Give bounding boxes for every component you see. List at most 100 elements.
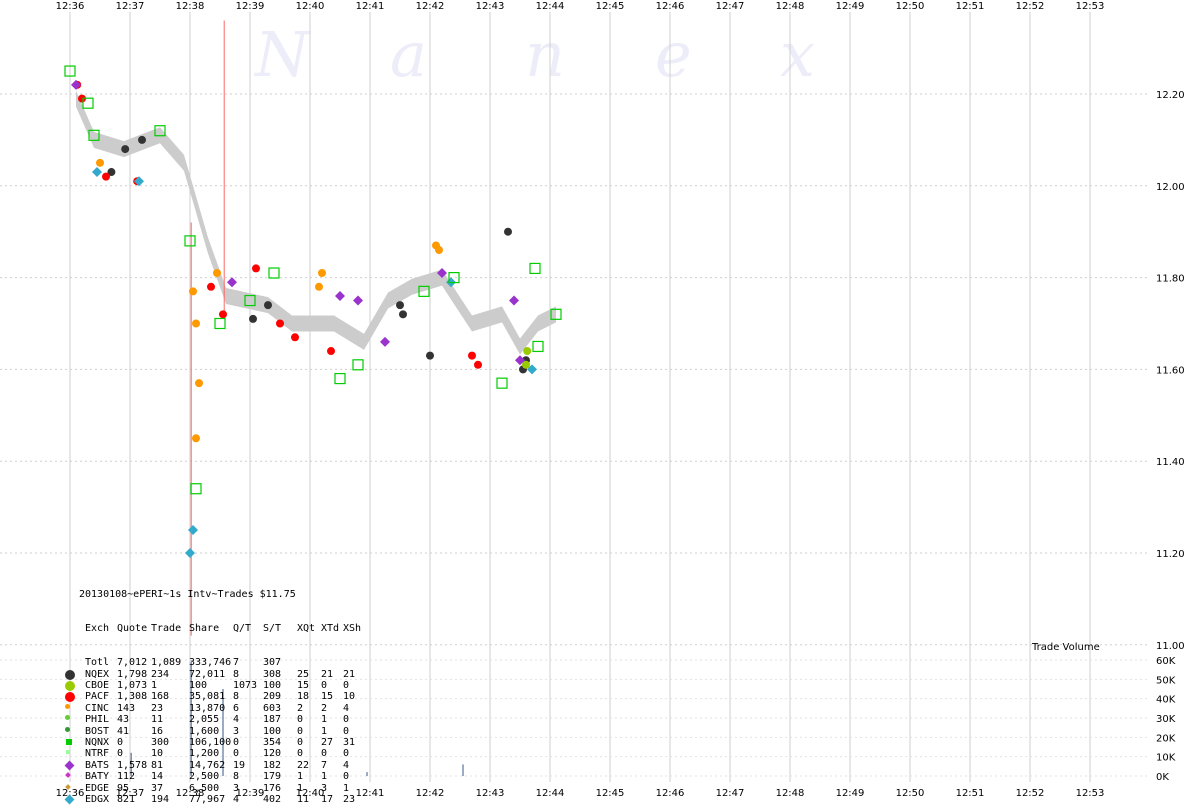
trade-marker-pacf bbox=[252, 264, 260, 273]
x-tick-label-bottom: 12:50 bbox=[896, 788, 925, 799]
stats-cell-xqt: 25 bbox=[297, 668, 310, 680]
stats-cell-trade: 300 bbox=[151, 736, 170, 748]
y-tick-label: 12.20 bbox=[1156, 90, 1185, 101]
stats-cell-qt: 3 bbox=[233, 782, 240, 794]
x-tick-label-bottom: 12:46 bbox=[656, 788, 685, 799]
x-tick-label-top: 12:40 bbox=[296, 1, 325, 12]
stats-cell-quote: 1,308 bbox=[117, 691, 148, 703]
watermark-letter: e bbox=[655, 18, 692, 91]
watermark-letter: N bbox=[255, 18, 310, 91]
stats-cell-quote: 0 bbox=[117, 736, 124, 748]
stats-cell-quote: 143 bbox=[117, 702, 136, 714]
stats-cell-qt: 0 bbox=[233, 748, 240, 760]
stats-cell-xsh: 1 bbox=[343, 782, 350, 794]
trade-marker-pacf bbox=[78, 94, 86, 103]
trade-marker-nqex bbox=[396, 301, 404, 310]
stats-cell-xtd: 15 bbox=[321, 691, 334, 703]
stats-cell-xqt: 11 bbox=[297, 793, 310, 805]
stats-cell-trade: 37 bbox=[151, 782, 164, 794]
y-tick-label: 11.80 bbox=[1156, 274, 1185, 285]
x-tick-label-top: 12:39 bbox=[236, 1, 265, 12]
stats-cell-trade: 23 bbox=[151, 702, 164, 714]
volume-tick-label: 40K bbox=[1156, 695, 1176, 706]
trade-marker-pacf bbox=[474, 360, 482, 369]
volume-tick-label: 20K bbox=[1156, 733, 1176, 744]
trade-marker-nqex bbox=[426, 351, 434, 360]
stats-cell-xsh: 0 bbox=[343, 725, 350, 737]
stats-cell-xqt: 18 bbox=[297, 691, 310, 703]
stats-cell-exch: EDGE bbox=[85, 782, 110, 794]
trade-marker-nqnx bbox=[334, 372, 346, 385]
stats-cell-quote: 41 bbox=[117, 725, 130, 737]
stats-cell-qt: 8 bbox=[233, 691, 240, 703]
y-tick-label: 11.00 bbox=[1156, 641, 1185, 652]
x-tick-label-bottom: 12:51 bbox=[956, 788, 985, 799]
stats-cell-xqt: 0 bbox=[297, 725, 304, 737]
trade-marker-nqnx bbox=[154, 125, 166, 137]
trade-marker-pacf bbox=[327, 347, 335, 356]
y-tick-label: 12.00 bbox=[1156, 182, 1185, 193]
trade-marker-edgx bbox=[188, 525, 198, 536]
trade-marker-bats bbox=[353, 295, 363, 306]
stats-cell-quote: 43 bbox=[117, 714, 130, 726]
stats-cell-share: 1,200 bbox=[189, 748, 220, 760]
trade-marker-nqnx bbox=[532, 340, 544, 353]
trade-marker-nqnx bbox=[214, 317, 226, 330]
trade-marker-nqnx bbox=[418, 285, 430, 297]
legend-marker-icon bbox=[65, 669, 75, 680]
trade-marker-pacf bbox=[291, 333, 299, 342]
stats-cell-quote: 112 bbox=[117, 771, 136, 783]
stats-cell-st: 402 bbox=[263, 793, 282, 805]
y-tick-label: 11.60 bbox=[1156, 365, 1185, 376]
x-tick-label-bottom: 12:53 bbox=[1076, 788, 1105, 799]
trade-marker-cinc bbox=[189, 287, 197, 296]
trade-marker-bats bbox=[335, 290, 345, 301]
x-tick-label-bottom: 12:47 bbox=[716, 788, 745, 799]
trade-marker-cboe bbox=[523, 347, 532, 356]
stats-cell-trade: 10 bbox=[151, 748, 164, 760]
trade-marker-bats bbox=[437, 268, 447, 279]
x-tick-label-bottom: 12:52 bbox=[1016, 788, 1045, 799]
stats-cell-xsh: 0 bbox=[343, 714, 350, 726]
trade-marker-bats bbox=[227, 277, 237, 288]
legend-marker-icon bbox=[65, 692, 75, 703]
stats-cell-st: 603 bbox=[263, 702, 282, 714]
stats-header-row: Exch Quote Trade Share Q/T S/T XQt XTd XSh bbox=[75, 623, 361, 634]
x-tick-label-top: 12:37 bbox=[116, 1, 145, 12]
x-tick-label-bottom: 12:43 bbox=[476, 788, 505, 799]
trade-marker-cboe bbox=[522, 360, 530, 369]
x-tick-label-bottom: 12:36 bbox=[56, 788, 85, 799]
trade-marker-edgx bbox=[134, 176, 144, 187]
stats-cell-trade: 81 bbox=[151, 759, 164, 771]
trade-marker-nqnx bbox=[244, 294, 256, 307]
stats-cell-qt: 7 bbox=[233, 657, 240, 669]
stats-row-nqnx: NQNX 0 300 106,100 0 354 0 27 31 bbox=[66, 737, 355, 748]
trade-marker-nqnx bbox=[64, 65, 76, 77]
stats-row-ntrf: NTRF 0 10 1,200 0 120 0 0 0 bbox=[66, 748, 349, 759]
volume-tick-label: 60K bbox=[1156, 656, 1176, 667]
stats-row-bats: BATS 1,578 81 14,762 19 182 22 7 4 bbox=[64, 760, 349, 771]
watermark-letter: a bbox=[390, 18, 427, 91]
trade-marker-cinc bbox=[318, 269, 326, 278]
stats-cell-xqt: 22 bbox=[297, 759, 310, 771]
stats-cell-xtd: 7 bbox=[321, 759, 328, 771]
volume-tick-label: 0K bbox=[1156, 772, 1169, 783]
trade-marker-nqex bbox=[264, 301, 272, 310]
stats-cell-xtd: 0 bbox=[321, 680, 328, 691]
stats-cell-trade: 1 bbox=[151, 680, 158, 691]
stats-cell-xtd: 17 bbox=[321, 793, 334, 805]
stats-cell-exch: CINC bbox=[85, 702, 110, 714]
stats-cell-xsh: 0 bbox=[343, 680, 350, 691]
y-tick-label: 11.20 bbox=[1156, 549, 1185, 560]
trade-marker-nqex bbox=[138, 135, 146, 144]
stats-cell-st: 187 bbox=[263, 714, 282, 726]
stats-header-cell: Trade bbox=[151, 623, 182, 635]
stats-cell-qt: 8 bbox=[233, 668, 240, 680]
trade-marker-pacf bbox=[276, 319, 284, 328]
stats-cell-share: 100 bbox=[189, 680, 208, 691]
stats-cell-quote: 1,578 bbox=[117, 759, 148, 771]
trade-marker-nqex bbox=[249, 314, 257, 323]
trade-marker-cinc bbox=[195, 379, 203, 388]
stats-cell-xqt: 2 bbox=[297, 702, 304, 714]
